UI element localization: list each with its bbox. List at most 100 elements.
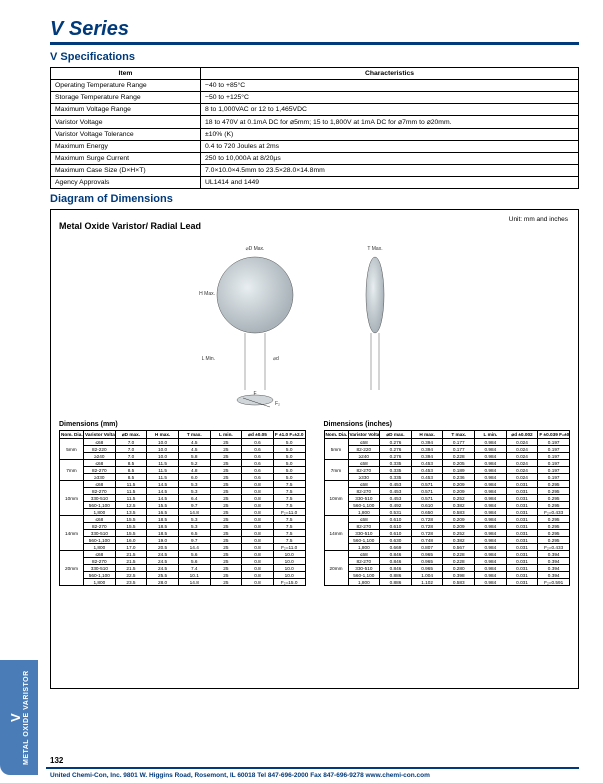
dims-nom: 7mm <box>324 460 348 481</box>
dims-cell: 5.3 <box>178 481 210 488</box>
dims-row: 20mm≤6821.524.55.6250.810.0 <box>60 551 306 558</box>
dims-cell: 0.984 <box>475 495 507 502</box>
dims-cell: 0.024 <box>506 474 538 481</box>
dims-cell: 0.228 <box>443 558 475 565</box>
dims-cell: 25 <box>210 523 242 530</box>
dims-nom: 20mm <box>60 551 84 586</box>
dims-cell: 15.5 <box>147 502 179 509</box>
dims-cell: 0.583 <box>443 509 475 516</box>
dims-cell: 7.5 <box>273 488 305 495</box>
dims-row: 82-2708.511.54.8250.65.0 <box>60 467 306 474</box>
dims-cell: 0.965 <box>411 565 443 572</box>
spec-cell: −50 to +125°C <box>201 92 579 104</box>
dims-cell: 0.276 <box>380 439 412 446</box>
dims-cell: 0.197 <box>538 474 570 481</box>
dims-cell: 0.031 <box>506 579 538 586</box>
dims-cell: 5.0 <box>273 467 305 474</box>
dims-row: 14mm≤680.6100.7280.2090.9840.0310.295 <box>324 516 570 523</box>
dims-cell: 0.846 <box>380 558 412 565</box>
dims-cell: 7.5 <box>273 502 305 509</box>
dims-cell: 9.7 <box>178 537 210 544</box>
dims-row: 82-2700.4530.5710.2090.9840.0310.295 <box>324 488 570 495</box>
dims-row: 82-2700.3350.4530.1890.9840.0240.197 <box>324 467 570 474</box>
dims-nom: 5mm <box>324 439 348 460</box>
dims-cell: 0.6 <box>242 460 274 467</box>
dims-cell: ≥330 <box>84 474 116 481</box>
dims-cell: 7.0 <box>115 439 147 446</box>
dims-cell: 18.5 <box>147 523 179 530</box>
dims-cell: 0.8 <box>242 565 274 572</box>
dims-nom: 7mm <box>60 460 84 481</box>
dims-cell: 0.630 <box>380 537 412 544</box>
dims-cell: 0.8 <box>242 523 274 530</box>
dims-row: 560-1,10012.515.59.7250.87.5 <box>60 502 306 509</box>
dims-cell: 82-270 <box>348 488 380 495</box>
dims-cell: 0.252 <box>443 530 475 537</box>
dims-cell: 25 <box>210 446 242 453</box>
dims-cell: 7.0 <box>115 446 147 453</box>
dims-cell: 18.5 <box>147 516 179 523</box>
dims-row: 10mm≤6811.514.55.3250.87.5 <box>60 481 306 488</box>
dims-cell: 25 <box>210 579 242 586</box>
dims-cell: 0.031 <box>506 488 538 495</box>
dims-cell: 4.8 <box>178 467 210 474</box>
dims-mm-label: Dimensions (mm) <box>59 421 306 428</box>
dims-row: 330-51015.518.56.5250.87.5 <box>60 530 306 537</box>
spec-cell: 18 to 470V at 0.1mA DC for ⌀5mm; 15 to 1… <box>201 116 579 129</box>
dims-cell: 0.197 <box>538 467 570 474</box>
dims-cell: 7.5 <box>273 537 305 544</box>
dims-cell: 0.031 <box>506 558 538 565</box>
dims-cell: 0.209 <box>443 481 475 488</box>
dims-row: ≥2400.2760.3940.2280.9840.0240.197 <box>324 453 570 460</box>
dims-cell: 10.0 <box>273 572 305 579</box>
diagram-title: Metal Oxide Varistor/ Radial Lead <box>59 221 201 231</box>
varistor-diagram: ⌀D Max. H Max. L Min. ⌀d F F₂ T Max. <box>59 240 570 415</box>
dims-cell: 0.031 <box>506 502 538 509</box>
dims-cell: 0.8 <box>242 481 274 488</box>
dims-header: Varistor Voltage <box>348 431 380 439</box>
dims-cell: 5.0 <box>273 439 305 446</box>
dims-row: 1,8000.5310.6500.5830.9840.031F₂=0.433 <box>324 509 570 516</box>
dims-header: Nom. Dia. <box>324 431 348 439</box>
dims-cell: 16.0 <box>115 537 147 544</box>
spec-row: Maximum Case Size (D×H×T)7.0×10.0×4.5mm … <box>51 165 579 177</box>
spec-row: Maximum Voltage Range8 to 1,000VAC or 12… <box>51 104 579 116</box>
dims-cell: 0.236 <box>443 474 475 481</box>
svg-text:⌀d: ⌀d <box>273 356 279 362</box>
dims-cell: 0.728 <box>411 516 443 523</box>
dims-row: 1,80023.528.014.8250.8F₂=15.0 <box>60 579 306 586</box>
dims-cell: 330-510 <box>348 495 380 502</box>
dims-cell: 0.984 <box>475 474 507 481</box>
spec-cell: 8 to 1,000VAC or 12 to 1,465VDC <box>201 104 579 116</box>
dims-cell: 11.5 <box>147 467 179 474</box>
dims-cell: 0.8 <box>242 488 274 495</box>
spec-cell: Agency Approvals <box>51 177 201 189</box>
dims-row: 560-1,1000.8861.0040.3980.9840.0310.394 <box>324 572 570 579</box>
dims-cell: 10.0 <box>273 551 305 558</box>
dims-cell: 23.5 <box>115 579 147 586</box>
dims-cell: 25 <box>210 551 242 558</box>
spec-cell: −40 to +85°C <box>201 80 579 92</box>
dims-cell: 0.189 <box>443 467 475 474</box>
dims-cell: 0.8 <box>242 551 274 558</box>
dims-cell: 0.6 <box>242 467 274 474</box>
varistor-icon: ⌀D Max. H Max. L Min. ⌀d F F₂ T Max. <box>155 240 475 410</box>
spec-cell: Maximum Surge Current <box>51 153 201 165</box>
dims-cell: 82-270 <box>84 467 116 474</box>
dims-cell: 21.5 <box>115 558 147 565</box>
dims-cell: 330-510 <box>84 495 116 502</box>
dims-cell: 560-1,100 <box>84 537 116 544</box>
dims-cell: 0.031 <box>506 565 538 572</box>
dims-cell: 0.394 <box>411 439 443 446</box>
dims-row: ≥2407.010.05.8250.65.0 <box>60 453 306 460</box>
dims-cell: 0.984 <box>475 488 507 495</box>
dims-header: Varistor Voltage <box>84 431 116 439</box>
dims-cell: 0.280 <box>443 565 475 572</box>
dims-cell: 0.382 <box>443 537 475 544</box>
dims-cell: 0.335 <box>380 460 412 467</box>
dims-cell: 0.031 <box>506 509 538 516</box>
dims-cell: 0.209 <box>443 488 475 495</box>
dims-row: 82-27011.514.55.3250.87.5 <box>60 488 306 495</box>
dims-header: ⌀D max. <box>115 431 147 439</box>
dims-cell: 0.394 <box>411 453 443 460</box>
